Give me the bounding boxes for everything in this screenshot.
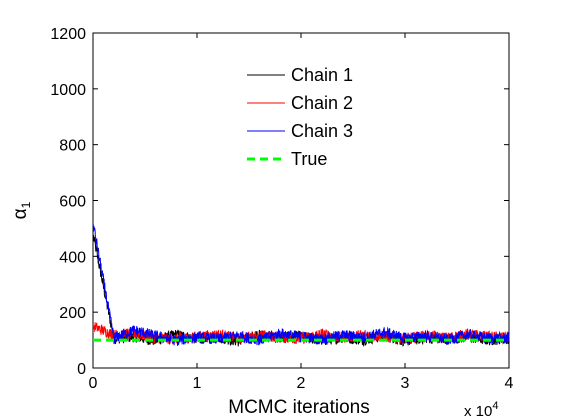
x-tick-label: 2 — [297, 375, 306, 392]
series-layer — [92, 222, 510, 348]
tick-layer: 0 1 2 3 4 0 200 400 600 800 1000 1200 — [50, 26, 513, 392]
x-tick-label: 0 — [89, 375, 98, 392]
y-axis-label-subscript: 1 — [19, 201, 33, 208]
x-axis-multiplier: x 104 — [464, 400, 498, 420]
legend-entry: Chain 3 — [247, 121, 353, 141]
legend-entry: Chain 2 — [247, 93, 353, 113]
y-tick-label: 200 — [59, 305, 86, 322]
legend-label: Chain 3 — [291, 121, 353, 141]
legend-entry: True — [247, 149, 327, 169]
y-axis-label-symbol: α — [10, 208, 31, 219]
y-tick-label: 0 — [77, 361, 86, 378]
y-tick-label: 1000 — [50, 82, 86, 99]
legend-label: Chain 1 — [291, 65, 353, 85]
y-tick-label: 800 — [59, 138, 86, 155]
y-axis-label: α1 — [10, 201, 33, 219]
legend: Chain 1 Chain 2 Chain 3 True — [247, 65, 353, 169]
series-chain-1 — [92, 233, 510, 348]
x-tick-label: 1 — [193, 375, 202, 392]
x-axis-multiplier-base: x 10 — [464, 403, 492, 420]
series-line — [92, 233, 510, 348]
y-tick-label: 400 — [59, 249, 86, 266]
series-chain-3 — [92, 222, 510, 346]
legend-entry: Chain 1 — [247, 65, 353, 85]
x-axis-multiplier-exponent: 4 — [492, 400, 498, 412]
x-tick-label: 3 — [401, 375, 410, 392]
x-axis-label: MCMC iterations — [228, 397, 369, 418]
x-tick-label: 4 — [505, 375, 514, 392]
series-line — [92, 222, 510, 346]
legend-label: True — [291, 149, 327, 169]
y-tick-label: 1200 — [50, 26, 86, 43]
legend-label: Chain 2 — [291, 93, 353, 113]
y-tick-label: 600 — [59, 194, 86, 211]
